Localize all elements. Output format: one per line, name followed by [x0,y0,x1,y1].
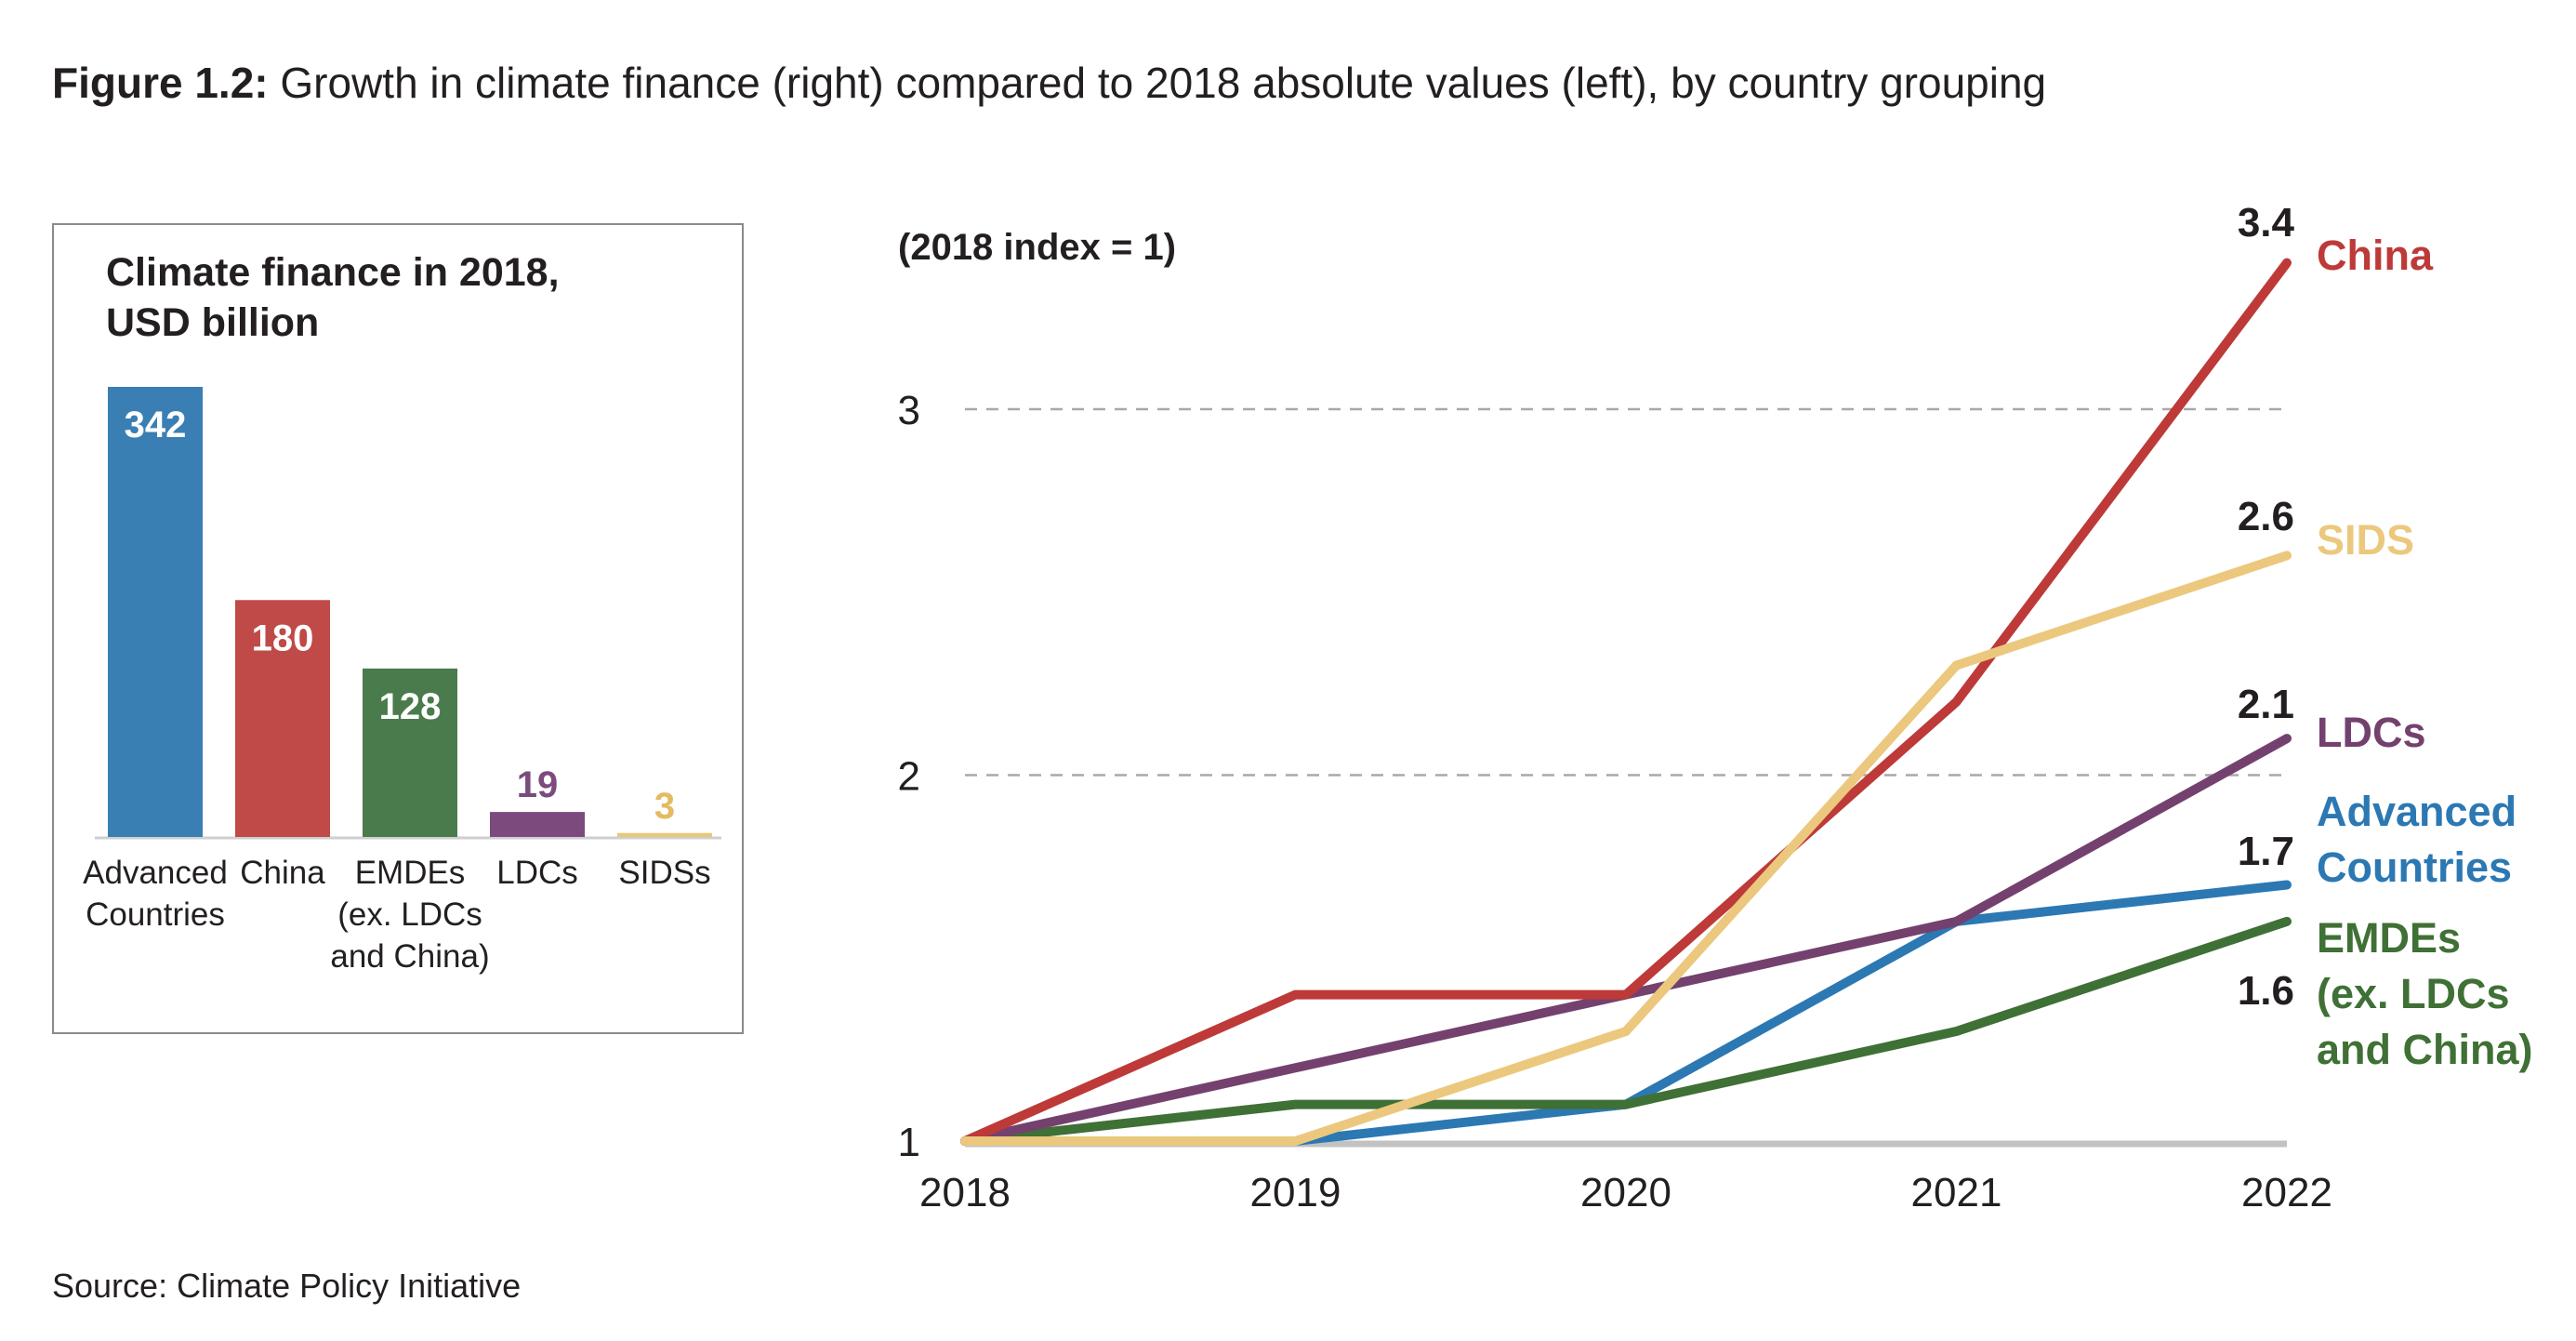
bar-category-line: SIDSs [618,855,710,891]
figure-title-text: Growth in climate finance (right) compar… [280,59,2047,107]
bar-category-line: Advanced [83,855,228,891]
y-tick-label-0: 1 [898,1120,920,1165]
series-label-line: (ex. LDCs [2317,970,2510,1017]
series-line-3 [960,258,2292,1146]
bar-chart-title: Climate finance in 2018, USD billion [106,247,560,348]
series-label-4: SIDS [2317,516,2414,564]
bar-value-label-1: 180 [252,617,314,658]
series-label-line: and China) [2317,1026,2533,1073]
bar-category-line: and China) [330,938,489,975]
series-line-2 [960,734,2292,1146]
series-line-1 [960,916,2292,1146]
series-label-line: Advanced [2317,788,2517,835]
bar-category-label-1: China [240,855,325,891]
bar-chart-title-line-1: Climate finance in 2018, [106,250,560,295]
y-tick-label-2: 3 [898,388,920,433]
bar-category-line: EMDEs [355,855,466,891]
bar-category-line: Countries [86,896,225,933]
x-tick-label-1: 2019 [1250,1170,1341,1215]
series-label-2: LDCs [2317,709,2426,756]
series-label-line: LDCs [2317,709,2426,756]
x-tick-label-3: 2021 [1911,1170,2002,1215]
x-tick-label-2: 2020 [1580,1170,1671,1215]
bar-category-label-0: Advanced Countries [83,855,228,933]
bar-category-line: LDCs [496,855,578,891]
series-end-value-2: 2.1 [2238,682,2294,727]
source-note: Source: Climate Policy Initiative [52,1267,522,1305]
bar-value-label-3: 19 [517,764,559,805]
series-label-3: China [2317,232,2434,279]
bar-category-line: China [240,855,325,891]
series-end-value-3: 3.4 [2238,200,2295,246]
x-tick-label-4: 2022 [2241,1170,2332,1215]
bar-value-label-2: 128 [379,686,442,727]
series-label-line: SIDS [2317,516,2414,564]
series-end-value-0: 1.7 [2238,829,2294,874]
series-label-line: China [2317,232,2434,279]
x-tick-label-0: 2018 [919,1170,1011,1215]
bar-category-label-4: SIDSs [618,855,710,891]
bar-4 [617,832,712,837]
series-end-value-1: 1.6 [2238,968,2294,1014]
bar-1 [235,600,330,837]
y-tick-label-1: 2 [898,754,920,800]
bar-0 [108,387,203,837]
bar-value-label-0: 342 [125,405,187,445]
series-label-line: Countries [2317,843,2512,891]
series-label-0: Advanced Countries [2317,788,2517,891]
bar-chart-panel: Climate finance in 2018, USD billion 342… [52,223,744,1034]
series-line-4 [960,551,2292,1146]
series-label-line: EMDEs [2317,914,2461,962]
series-end-value-4: 2.6 [2238,494,2294,539]
bar-2 [363,668,457,837]
bar-value-label-4: 3 [654,786,675,827]
figure-label: Figure 1.2: [52,59,269,107]
figure-title: Figure 1.2: Growth in climate finance (r… [52,58,2046,108]
bar-category-label-3: LDCs [496,855,578,891]
bar-category-label-2: EMDEs (ex. LDCs and China) [330,855,489,975]
line-chart-ylabel: (2018 index = 1) [898,227,1176,268]
bar-chart-title-line-2: USD billion [106,300,320,345]
series-label-1: EMDEs (ex. LDCs and China) [2317,914,2533,1073]
bar-category-line: (ex. LDCs [337,896,482,933]
bar-3 [490,812,585,837]
bar-chart: 342 Advanced Countries 180 China 128 EMDEs (ex.… [83,387,721,975]
